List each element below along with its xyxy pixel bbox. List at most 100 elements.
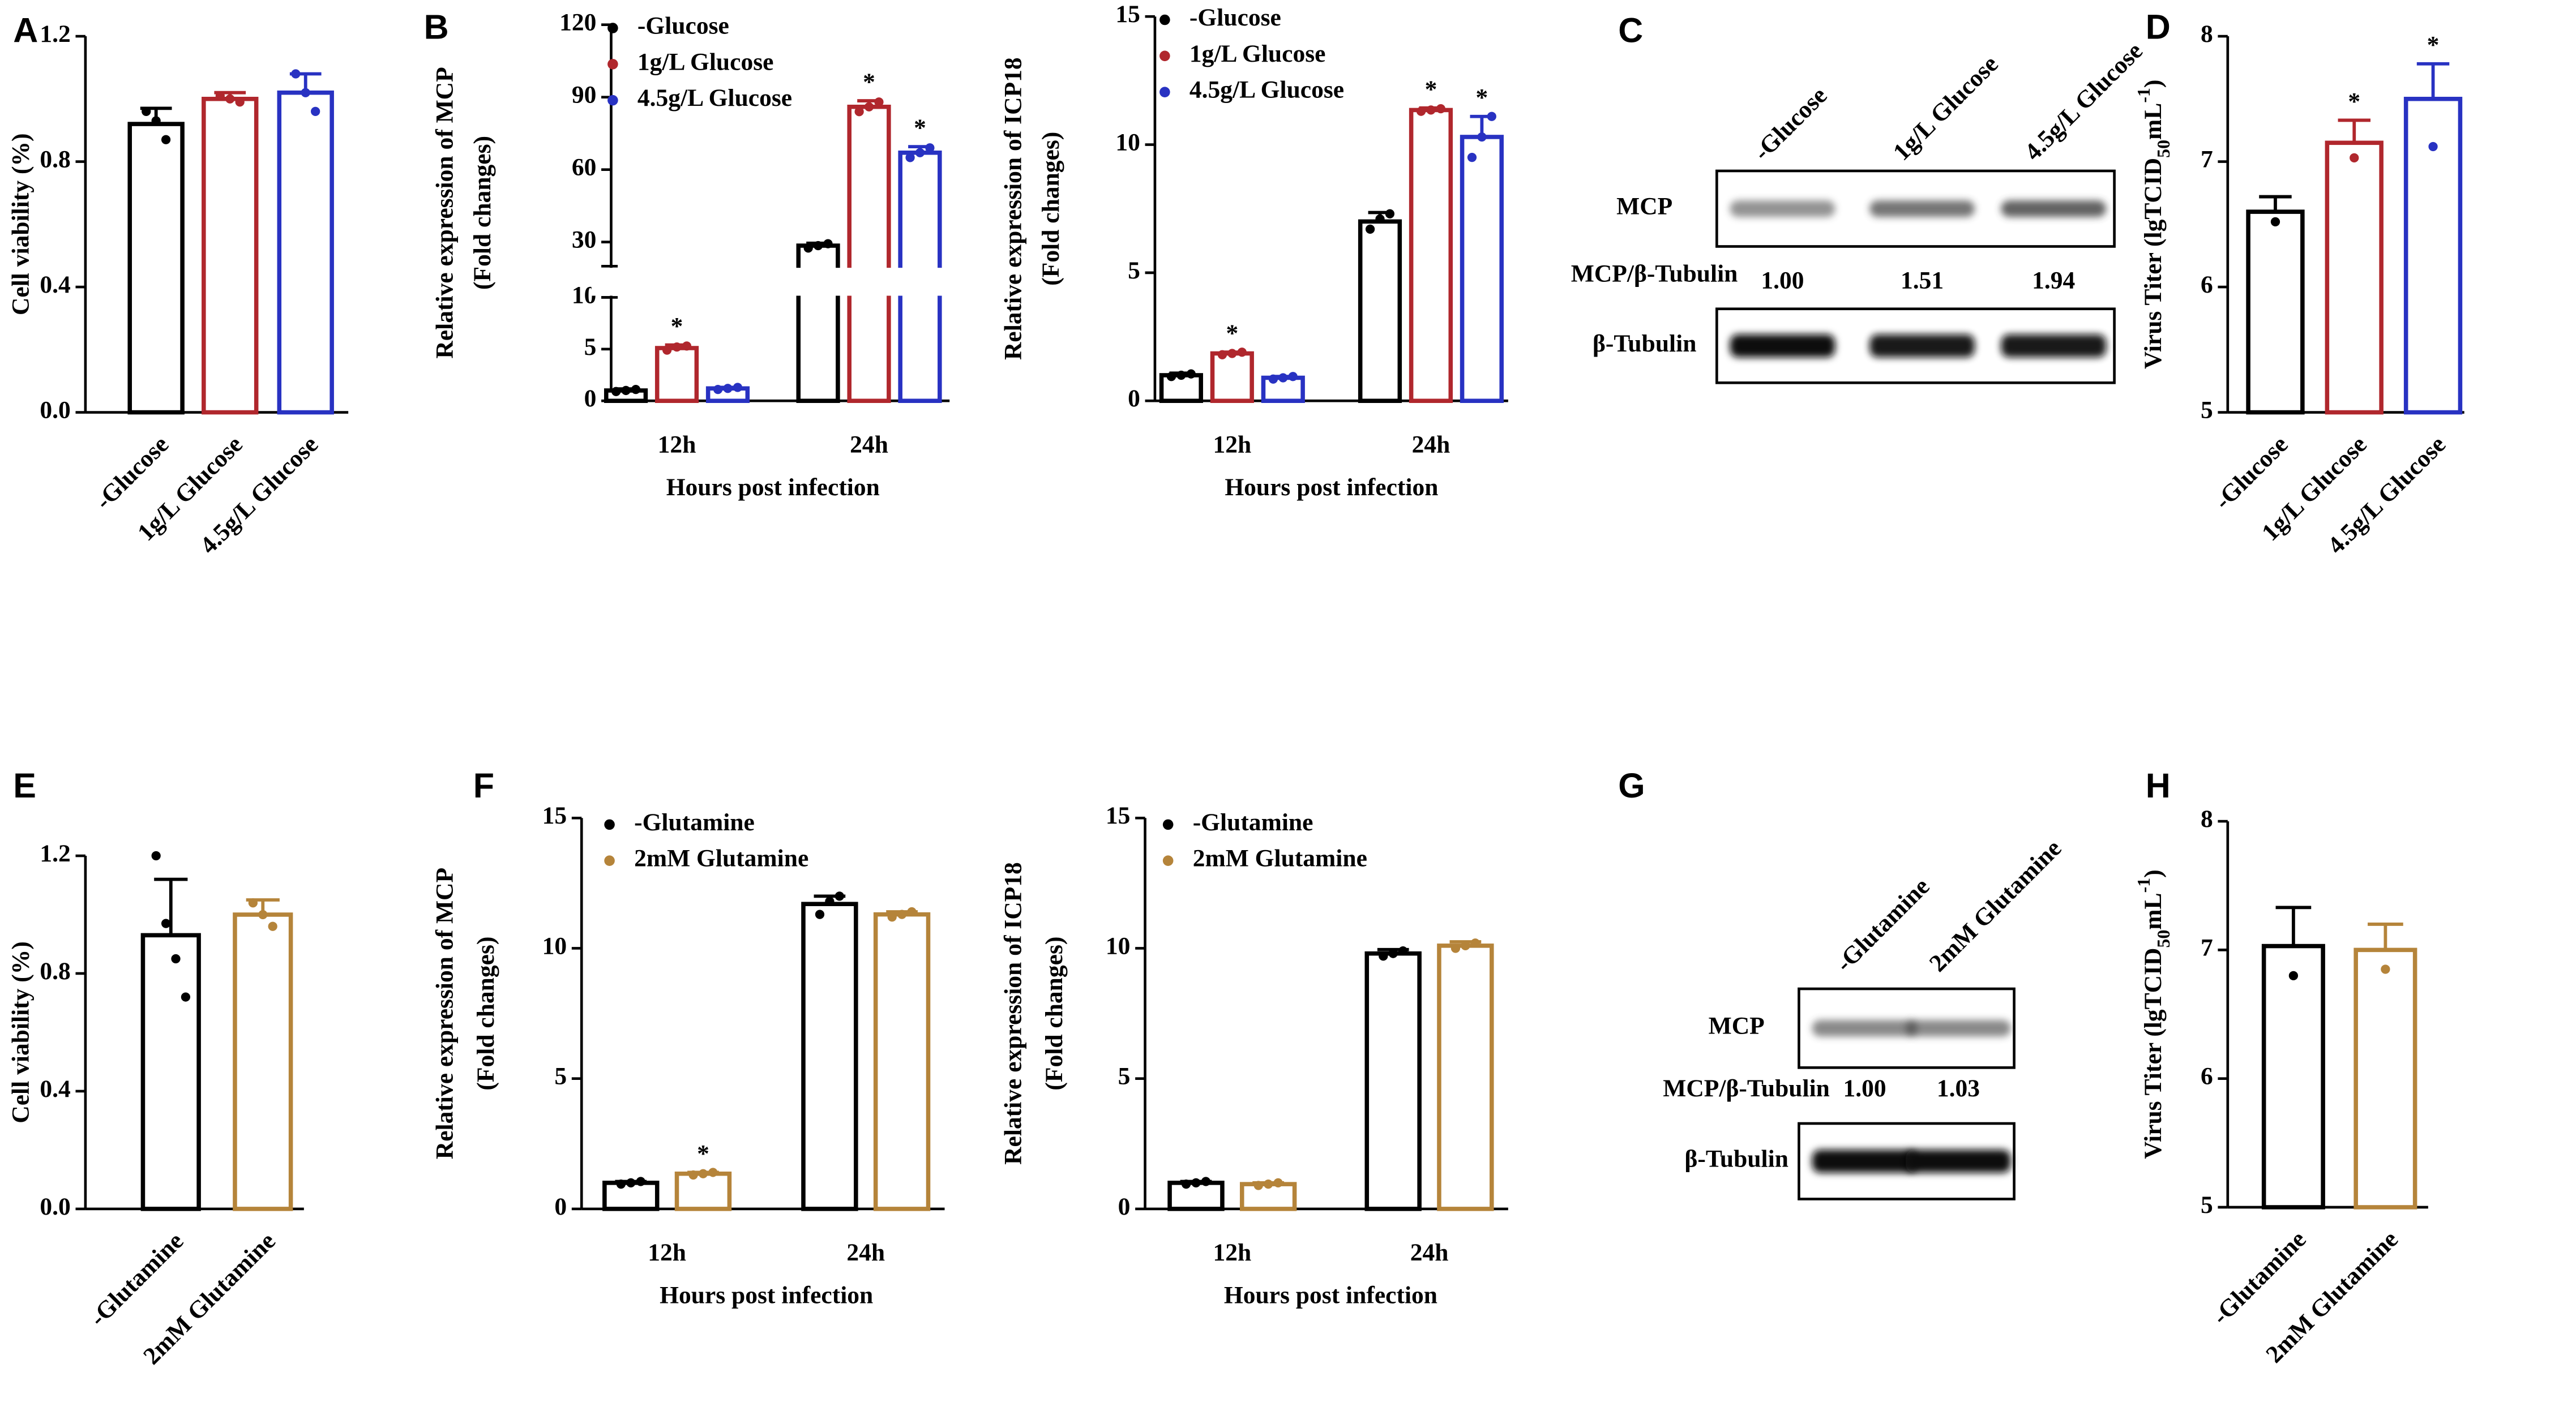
ratio-label: MCP/β-Tubulin bbox=[1663, 1075, 1830, 1102]
data-point bbox=[1461, 941, 1470, 951]
data-point bbox=[1191, 1178, 1201, 1187]
y-axis-label-part: Virus Titer (lgTCID bbox=[2139, 948, 2167, 1159]
significance-label: * bbox=[2427, 32, 2440, 59]
legend-marker bbox=[607, 59, 618, 70]
y-tick-label: 0.0 bbox=[40, 1193, 70, 1220]
panel-letter: D bbox=[2146, 8, 2171, 46]
data-point bbox=[1467, 153, 1477, 162]
significance-label: * bbox=[671, 312, 683, 340]
y-axis-label-part: ) bbox=[2139, 869, 2167, 878]
data-point bbox=[874, 97, 884, 107]
blot-band bbox=[1812, 1020, 1918, 1037]
data-point bbox=[672, 342, 682, 352]
panel-letter: G bbox=[1618, 766, 1645, 805]
y-axis-label-part: -1 bbox=[2134, 878, 2154, 893]
panel-letter: A bbox=[13, 11, 38, 49]
data-point bbox=[1487, 111, 1496, 121]
blot-band bbox=[1906, 1020, 2011, 1037]
data-point bbox=[301, 88, 310, 97]
x-axis-label: Hours post infection bbox=[666, 474, 880, 501]
y-tick-label: 0 bbox=[1118, 1193, 1131, 1220]
panel-letter: F bbox=[473, 766, 494, 805]
y-axis-label-part: Virus Titer (lgTCID bbox=[2139, 158, 2167, 369]
legend-marker bbox=[607, 95, 618, 106]
bar bbox=[1358, 219, 1402, 403]
data-point bbox=[1186, 369, 1196, 379]
legend-label: 1g/L Glucose bbox=[1189, 40, 1326, 67]
data-point bbox=[151, 851, 161, 861]
bar bbox=[140, 933, 201, 1211]
blot-band bbox=[1869, 200, 1975, 217]
x-axis-label: Hours post infection bbox=[1224, 1282, 1437, 1309]
bar bbox=[202, 97, 259, 415]
bar bbox=[1437, 943, 1494, 1211]
data-point bbox=[925, 143, 935, 153]
significance-label: * bbox=[2348, 88, 2360, 115]
y-axis-label: Relative expression of ICP18 bbox=[999, 57, 1026, 360]
data-point bbox=[1385, 209, 1395, 218]
data-point bbox=[636, 1177, 645, 1186]
bar bbox=[873, 912, 931, 1211]
data-point bbox=[171, 954, 181, 964]
x-tick-label: 12h bbox=[658, 431, 696, 458]
significance-label: * bbox=[1425, 76, 1437, 103]
legend-label: 2mM Glutamine bbox=[634, 845, 808, 872]
y-tick-label: 5 bbox=[584, 333, 597, 361]
data-point bbox=[1264, 1180, 1273, 1189]
data-point bbox=[1176, 370, 1186, 380]
y-tick-label: 7 bbox=[2201, 146, 2213, 173]
bar bbox=[1364, 951, 1422, 1211]
x-tick-label: 24h bbox=[1410, 1239, 1449, 1266]
bar bbox=[277, 90, 334, 415]
data-point bbox=[708, 1168, 718, 1177]
data-point bbox=[1217, 350, 1227, 359]
y-tick-label: 10 bbox=[1115, 129, 1140, 156]
legend-marker bbox=[1162, 819, 1174, 830]
y-axis-label: (Fold changes) bbox=[472, 937, 499, 1091]
bar bbox=[654, 346, 699, 403]
data-point bbox=[611, 387, 621, 396]
data-point bbox=[1470, 938, 1480, 948]
y-tick-label: 1.2 bbox=[40, 20, 70, 48]
y-axis-label: Virus Titer (lgTCID50mL-1) bbox=[2134, 869, 2173, 1159]
significance-label: * bbox=[1476, 84, 1488, 111]
legend-label: 4.5g/L Glucose bbox=[637, 84, 792, 111]
legend-label: 4.5g/L Glucose bbox=[1189, 76, 1344, 104]
y-tick-label: 10 bbox=[542, 932, 567, 959]
data-point bbox=[161, 919, 171, 928]
y-tick-label: 0.4 bbox=[40, 1075, 70, 1103]
bar bbox=[2246, 209, 2305, 415]
x-tick-label: 24h bbox=[1412, 431, 1450, 458]
y-axis-label: Cell viability (%) bbox=[7, 134, 35, 316]
y-tick-label: 10 bbox=[1106, 932, 1131, 959]
data-point bbox=[235, 97, 245, 107]
significance-label: * bbox=[697, 1140, 709, 1167]
y-tick-label: 8 bbox=[2201, 805, 2213, 833]
y-tick-label: 6 bbox=[2201, 271, 2213, 298]
y-tick-label: 30 bbox=[572, 226, 597, 254]
legend-label: -Glucose bbox=[1189, 4, 1281, 31]
data-point bbox=[1416, 106, 1426, 116]
data-point bbox=[258, 910, 268, 920]
data-point bbox=[1365, 224, 1375, 234]
data-point bbox=[1375, 214, 1385, 224]
y-tick-label: 8 bbox=[2201, 20, 2213, 48]
data-point bbox=[915, 148, 925, 157]
legend-marker bbox=[1159, 14, 1170, 25]
data-point bbox=[142, 106, 151, 117]
bar bbox=[2325, 140, 2384, 415]
y-tick-label: 5 bbox=[2201, 1191, 2213, 1219]
data-point bbox=[631, 384, 641, 394]
y-tick-label: 7 bbox=[2201, 934, 2213, 961]
legend-marker bbox=[604, 819, 615, 830]
y-tick-label: 0.8 bbox=[40, 146, 70, 173]
y-tick-label: 5 bbox=[1118, 1063, 1131, 1090]
x-axis-label: Hours post infection bbox=[660, 1282, 873, 1309]
data-point bbox=[897, 910, 907, 919]
row-label: β-Tubulin bbox=[1684, 1146, 1788, 1173]
data-point bbox=[854, 107, 864, 117]
legend-label: -Glutamine bbox=[1193, 809, 1313, 836]
ratio-value: 1.94 bbox=[2032, 267, 2075, 294]
